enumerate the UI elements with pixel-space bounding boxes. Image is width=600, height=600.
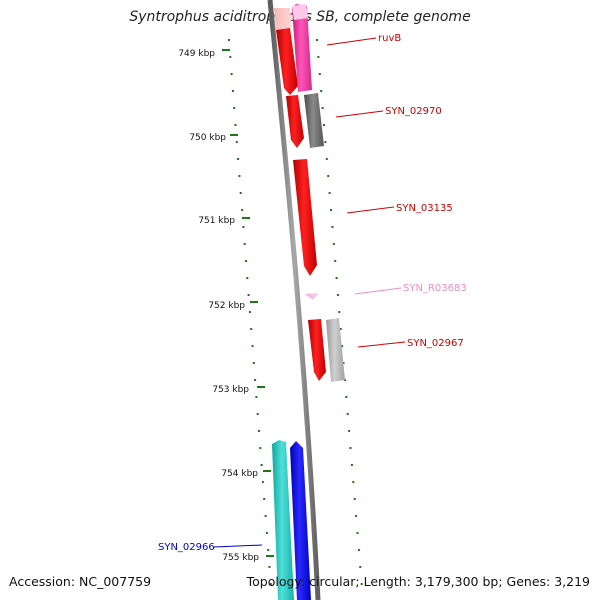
gene-label-syn02970: SYN_02970 (385, 106, 442, 117)
tick-749: 749 kbp (178, 49, 230, 59)
tick-751: 751 kbp (198, 216, 250, 226)
inner-dotted-ruler (228, 39, 272, 585)
gene-arrow-syn02970 (304, 93, 324, 148)
topology-summary: Topology: circular; Length: 3,179,300 bp… (246, 574, 590, 589)
gene-arrow-ruvb-neighbor (274, 8, 292, 30)
gene-arrow-red-4 (308, 319, 326, 381)
tick-label: 752 kbp (208, 301, 245, 311)
tick-754: 754 kbp (221, 469, 271, 479)
tick-label: 753 kbp (212, 385, 249, 395)
gene-arrows-outer (292, 4, 345, 382)
gene-arrow-syn02966 (290, 441, 311, 600)
genome-backbone (267, 0, 321, 600)
gene-label-syn02966: SYN_02966 (158, 542, 215, 553)
label-leaders (213, 37, 406, 548)
gene-label-synr03683: SYN_R03683 (403, 283, 467, 294)
tick-label: 749 kbp (178, 49, 215, 59)
tick-753: 753 kbp (212, 385, 265, 395)
tick-label: 750 kbp (189, 133, 226, 143)
tick-label: 754 kbp (221, 469, 258, 479)
gene-arrows-lower (272, 440, 311, 600)
gene-arrow-ruvb-cap (292, 4, 308, 20)
gene-arrow-pink-trna (305, 293, 319, 300)
gene-arrow-syn02967 (326, 318, 345, 382)
gene-label-ruvb: ruvB (378, 33, 401, 44)
gene-arrow-red-2 (286, 95, 304, 148)
tick-750: 750 kbp (189, 133, 238, 143)
tick-label: 751 kbp (198, 216, 235, 226)
tick-755: 755 kbp (222, 553, 274, 563)
tick-label: 755 kbp (222, 553, 259, 563)
gene-arrow-red-3 (293, 159, 317, 276)
gene-arrow-red-1 (276, 28, 298, 95)
gene-arrows-reverse (274, 8, 326, 381)
accession-text: Accession: NC_007759 (9, 574, 152, 589)
outer-dotted-ruler (316, 39, 363, 585)
gene-label-syn03135: SYN_03135 (396, 203, 453, 214)
gene-label-syn02967: SYN_02967 (407, 338, 464, 349)
gene-arrow-cyan (272, 440, 294, 600)
gene-labels: ruvB SYN_02970 SYN_03135 SYN_R03683 SYN_… (158, 33, 467, 553)
gene-arrow-ruvb (292, 4, 312, 92)
tick-752: 752 kbp (208, 301, 258, 311)
kbp-ticks: 749 kbp 750 kbp 751 kbp 752 kbp 753 kbp … (178, 49, 274, 563)
